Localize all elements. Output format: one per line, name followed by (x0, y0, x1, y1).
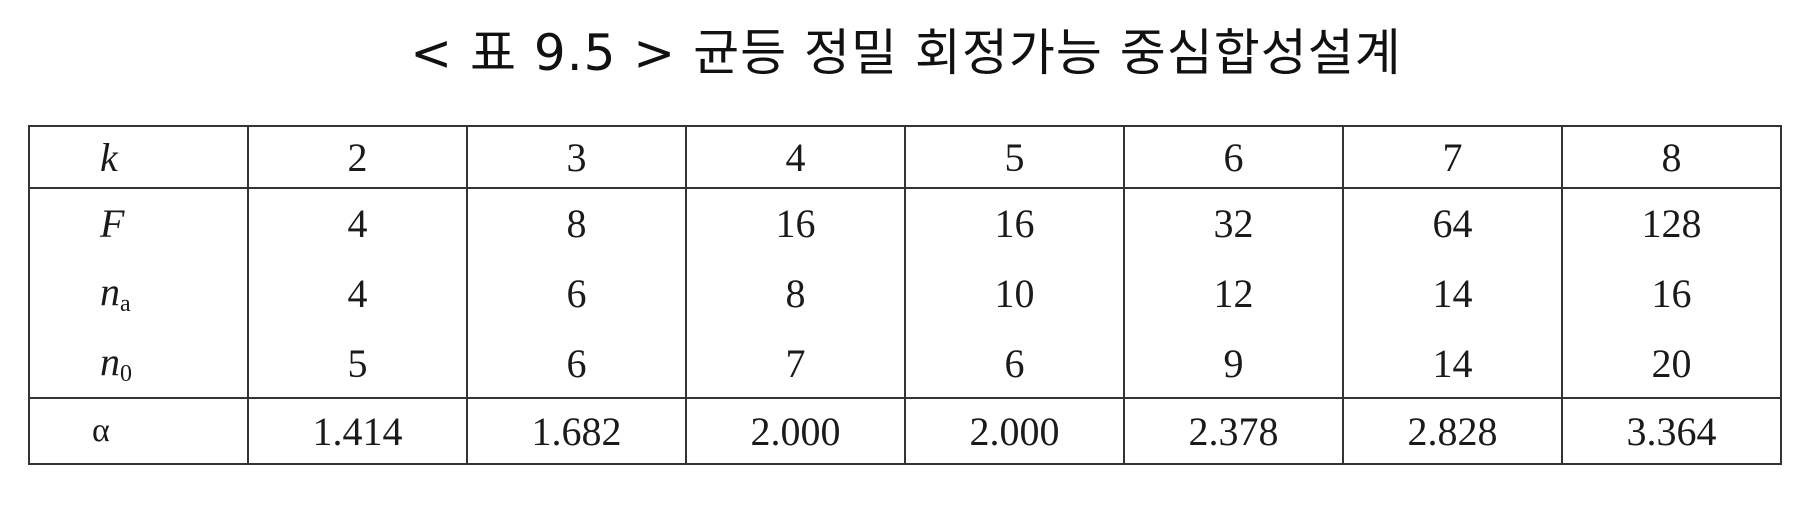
table-row-na: na 4 6 8 10 12 14 16 (28, 257, 1782, 329)
table-cell: 64 (1342, 188, 1563, 257)
table-cell: 1.414 (247, 398, 468, 464)
row-label-base: n (100, 269, 120, 314)
row-label-na: na (28, 257, 249, 329)
table-cell: 10 (904, 257, 1125, 329)
table-cell: 2.828 (1342, 398, 1563, 464)
table-cell: 2.000 (904, 398, 1125, 464)
table-row-k: k 2 3 4 5 6 7 8 (28, 126, 1782, 189)
row-label-alpha: α (28, 398, 249, 464)
table-cell: 8 (1561, 126, 1782, 189)
table-cell: 1.682 (466, 398, 687, 464)
table-cell: 14 (1342, 257, 1563, 329)
table-cell: 16 (1561, 257, 1782, 329)
table-cell: 5 (904, 126, 1125, 189)
table-cell: 128 (1561, 188, 1782, 257)
table-cell: 6 (466, 257, 687, 329)
table-row-n0: n0 5 6 7 6 9 14 20 (28, 329, 1782, 399)
table-cell: 14 (1342, 329, 1563, 399)
table-cell: 8 (466, 188, 687, 257)
table-cell: 4 (247, 188, 468, 257)
table-cell: 16 (685, 188, 906, 257)
table-cell: 4 (247, 257, 468, 329)
table-cell: 6 (904, 329, 1125, 399)
table-cell: 16 (904, 188, 1125, 257)
table-cell: 2.378 (1123, 398, 1344, 464)
row-label-subscript: 0 (120, 361, 132, 387)
design-table: k 2 3 4 5 6 7 8 F 4 8 16 16 32 64 128 na… (28, 125, 1782, 465)
table-row-F: F 4 8 16 16 32 64 128 (28, 188, 1782, 257)
table-cell: 12 (1123, 257, 1344, 329)
table-row-alpha: α 1.414 1.682 2.000 2.000 2.378 2.828 3.… (28, 398, 1782, 464)
table-cell: 4 (685, 126, 906, 189)
table-cell: 20 (1561, 329, 1782, 399)
table-cell: 8 (685, 257, 906, 329)
table-cell: 32 (1123, 188, 1344, 257)
table-cell: 6 (1123, 126, 1344, 189)
table-cell: 5 (247, 329, 468, 399)
table-cell: 3.364 (1561, 398, 1782, 464)
table-cell: 7 (685, 329, 906, 399)
row-label-n0: n0 (28, 329, 249, 399)
table-cell: 7 (1342, 126, 1563, 189)
row-label-base: n (100, 339, 120, 384)
table-cell: 2.000 (685, 398, 906, 464)
table-title: < 표 9.5 > 균등 정밀 회정가능 중심합성설계 (410, 24, 1402, 82)
row-label-k: k (28, 126, 249, 189)
table-cell: 2 (247, 126, 468, 189)
table-cell: 9 (1123, 329, 1344, 399)
table-cell: 3 (466, 126, 687, 189)
table-cell: 6 (466, 329, 687, 399)
row-label-F: F (28, 188, 249, 257)
row-label-subscript: a (120, 291, 131, 317)
